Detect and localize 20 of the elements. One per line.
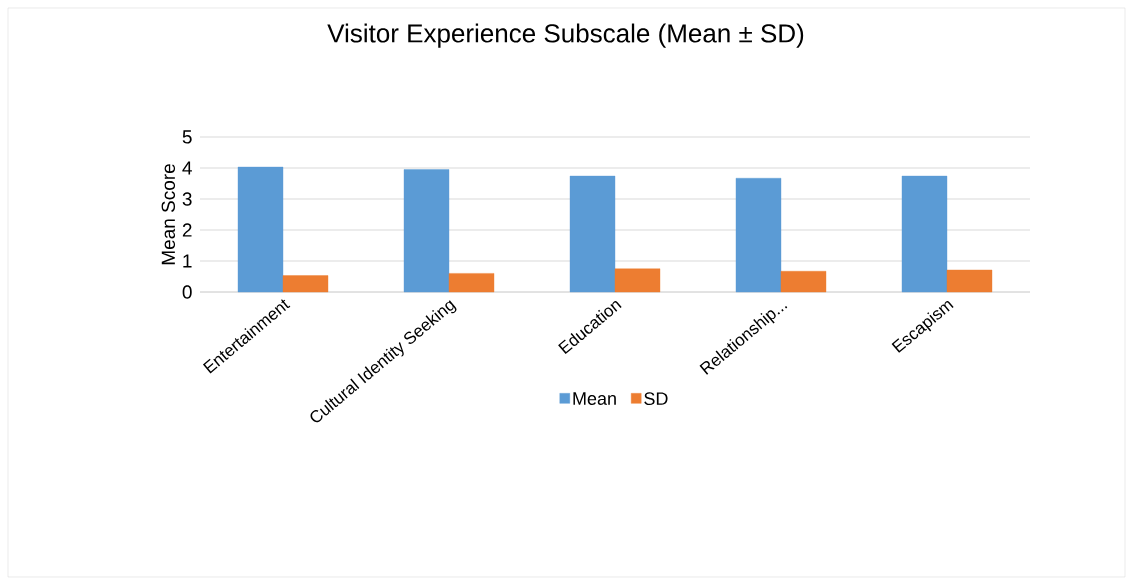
bar bbox=[282, 275, 329, 293]
y-axis-title: Mean Score bbox=[161, 164, 176, 265]
legend-label: SD bbox=[644, 392, 668, 406]
bar bbox=[780, 271, 827, 293]
bar bbox=[448, 273, 495, 293]
y-tick-label: 1 bbox=[183, 254, 192, 268]
bar bbox=[614, 268, 661, 293]
legend-label: Mean bbox=[573, 392, 616, 405]
chart-title: Visitor Experience Subscale (Mean ± SD) bbox=[327, 23, 804, 48]
bar bbox=[237, 166, 284, 293]
y-tick-label: 5 bbox=[182, 130, 192, 144]
y-tick-label: 0 bbox=[182, 285, 192, 299]
y-tick-label: 4 bbox=[182, 161, 192, 175]
bar bbox=[946, 269, 993, 293]
y-tick-label: 2 bbox=[182, 223, 192, 237]
y-tick-label: 3 bbox=[182, 192, 192, 206]
bar bbox=[901, 175, 948, 293]
bar bbox=[403, 169, 450, 293]
bar bbox=[735, 178, 782, 293]
bar bbox=[569, 175, 616, 293]
